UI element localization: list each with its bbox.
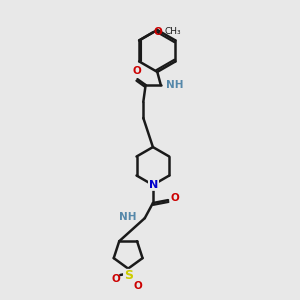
- Text: O: O: [133, 281, 142, 291]
- Text: O: O: [111, 274, 120, 284]
- Text: NH: NH: [118, 212, 136, 222]
- Text: O: O: [170, 194, 179, 203]
- Text: S: S: [124, 269, 133, 283]
- Text: O: O: [132, 66, 141, 76]
- Text: CH₃: CH₃: [164, 28, 181, 37]
- Text: O: O: [154, 27, 163, 37]
- Text: N: N: [149, 180, 158, 190]
- Text: NH: NH: [166, 80, 184, 90]
